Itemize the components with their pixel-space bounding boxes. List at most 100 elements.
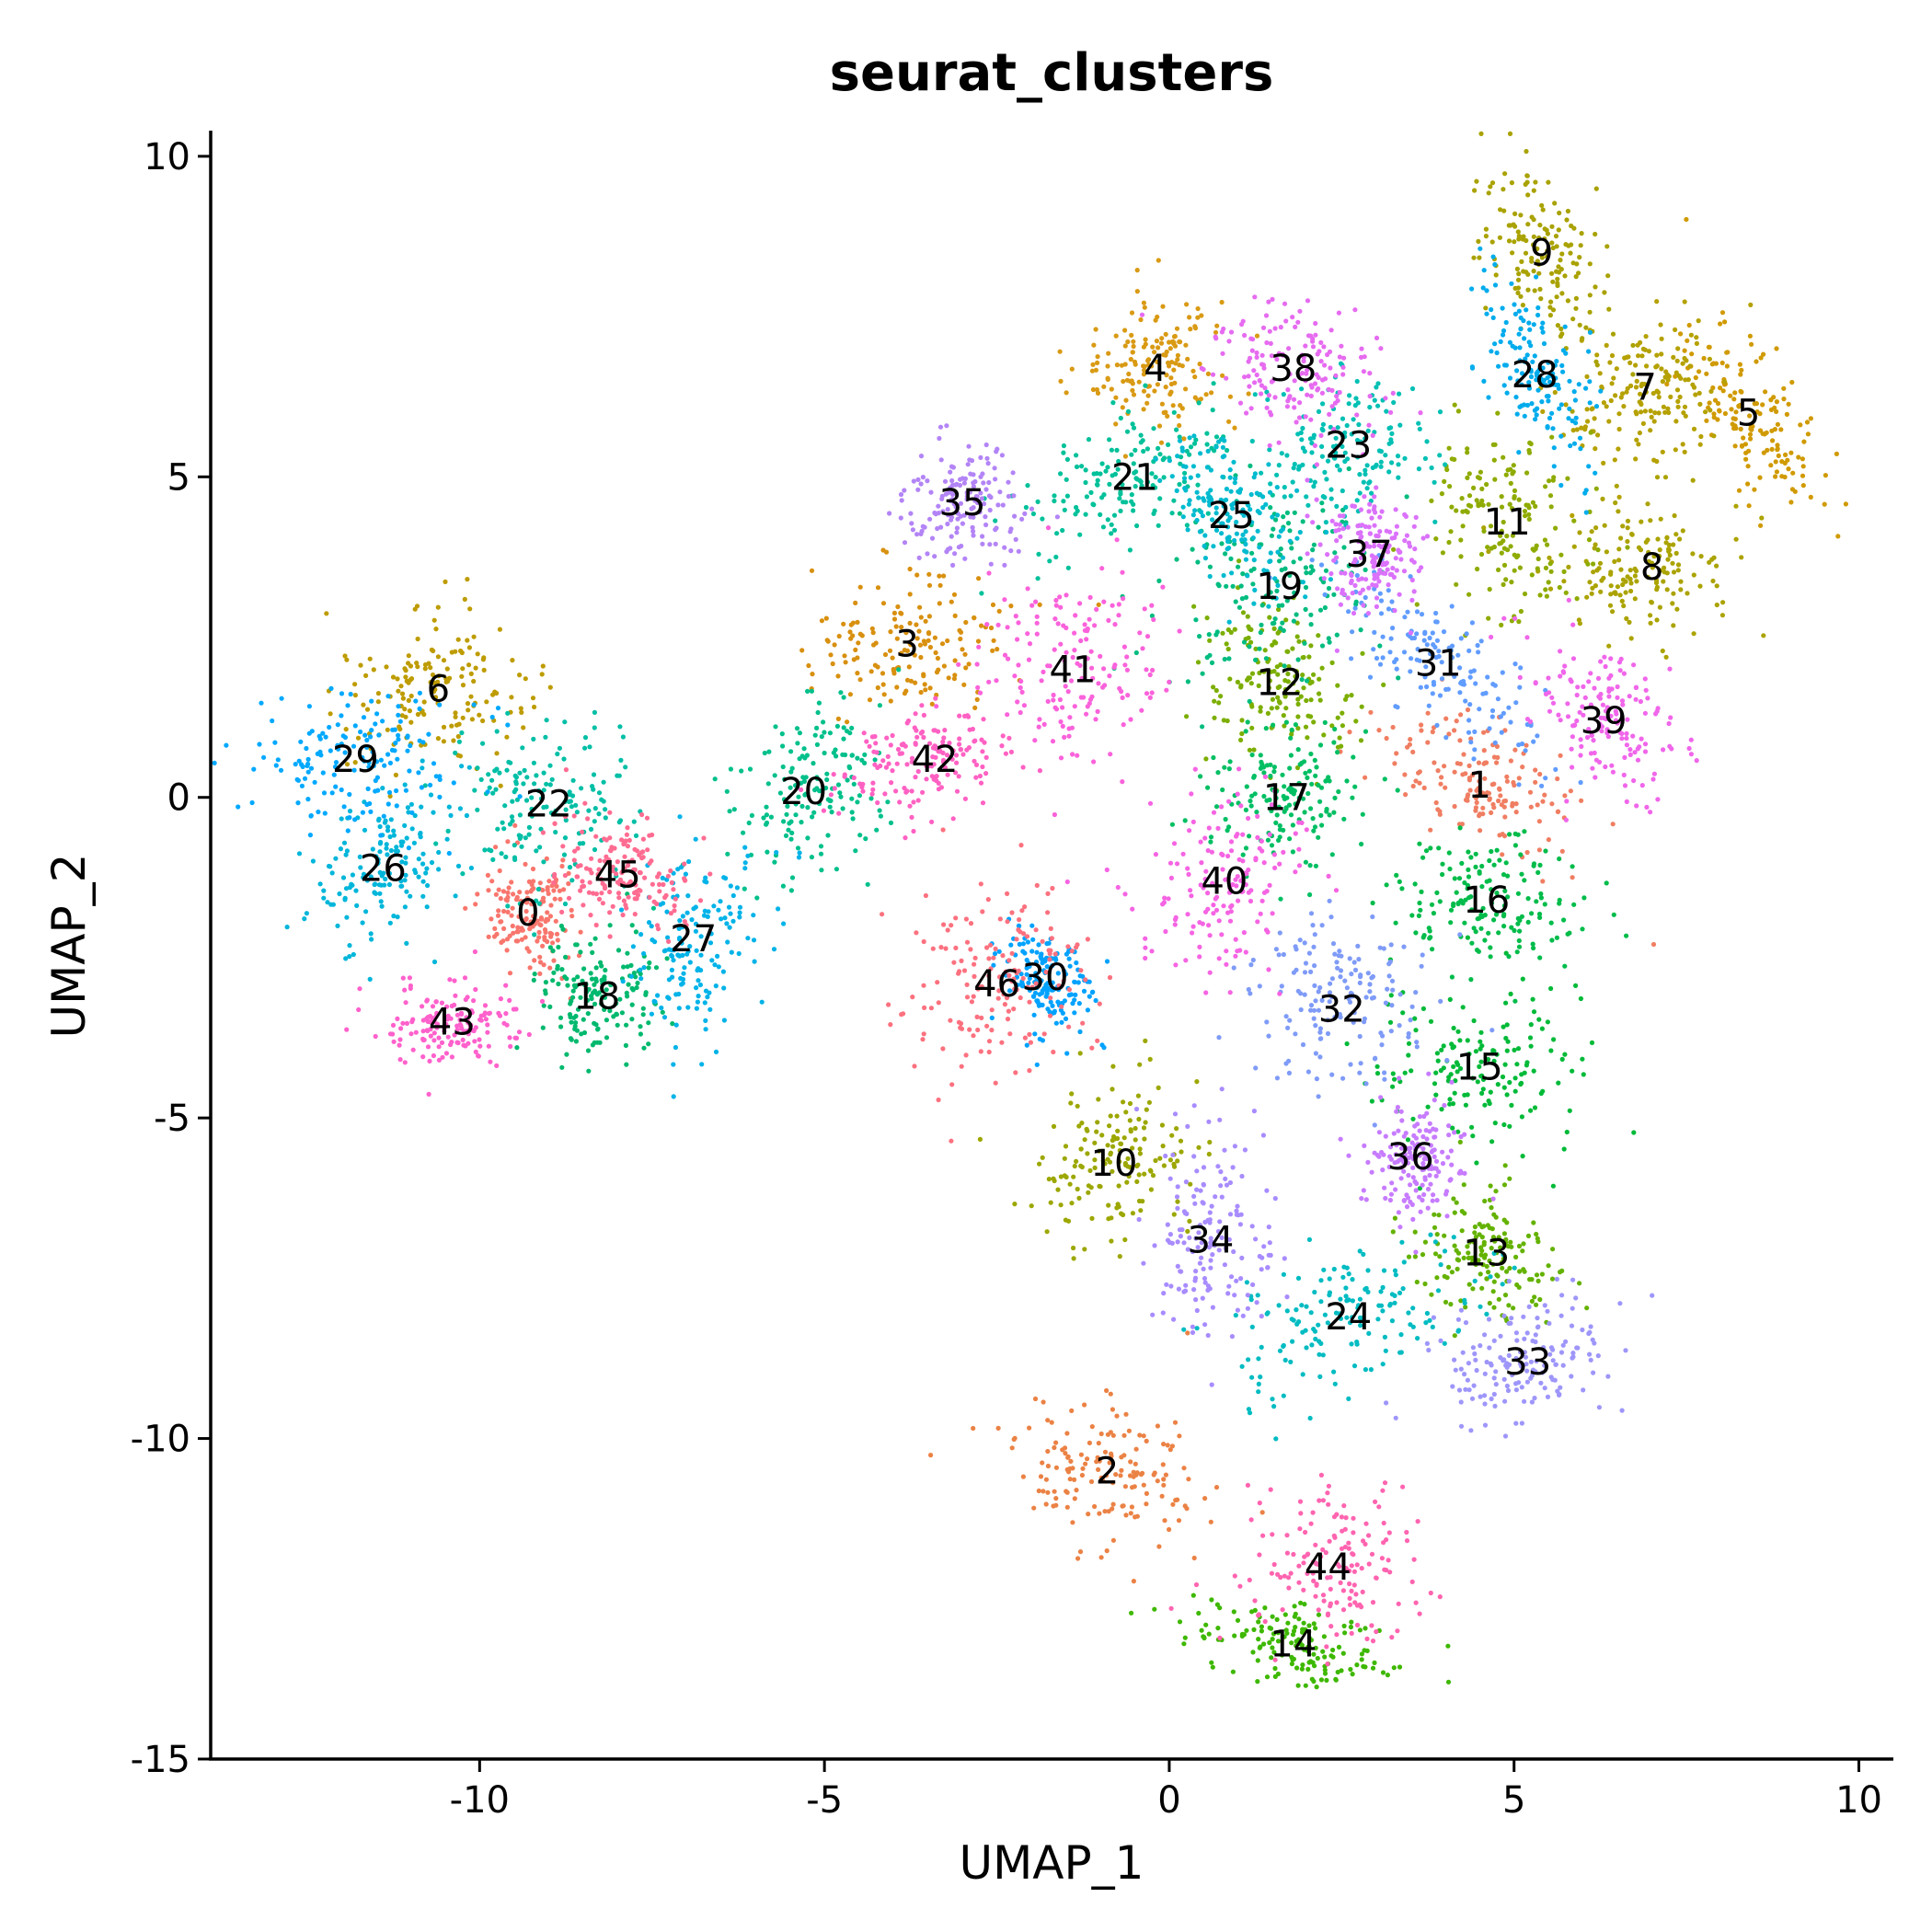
data-point [1057, 349, 1063, 354]
data-point [1736, 488, 1742, 493]
data-point [1095, 1120, 1100, 1125]
data-point [1123, 397, 1129, 403]
data-point [1542, 537, 1547, 543]
data-point [742, 886, 747, 891]
data-point [569, 1019, 574, 1025]
data-point [1490, 315, 1496, 320]
data-point [1186, 501, 1191, 507]
data-point [1657, 604, 1662, 610]
data-point [1105, 363, 1110, 369]
data-point [1454, 508, 1459, 513]
data-point [459, 673, 465, 679]
data-point [1468, 977, 1474, 983]
data-point [365, 786, 371, 792]
data-point [1029, 1203, 1034, 1209]
data-point [1446, 731, 1452, 737]
data-point [1435, 1288, 1442, 1294]
data-point [794, 726, 800, 731]
data-point [665, 995, 671, 1000]
data-point [1455, 1257, 1460, 1262]
data-point [1596, 566, 1602, 571]
data-point [1305, 502, 1311, 508]
data-point [360, 920, 365, 926]
data-point [1416, 466, 1421, 472]
data-point [1452, 1333, 1457, 1339]
data-point [1566, 564, 1571, 570]
data-point [1053, 1502, 1059, 1508]
data-point [1359, 1657, 1364, 1662]
data-point [1416, 420, 1421, 426]
data-point [1161, 352, 1167, 358]
data-point [768, 814, 775, 820]
data-point [1193, 617, 1199, 623]
data-point [1505, 1039, 1511, 1044]
data-point [1589, 529, 1594, 535]
data-point [475, 765, 480, 771]
data-point [926, 630, 932, 636]
data-point [1327, 639, 1332, 645]
data-point [1769, 446, 1775, 452]
data-point [329, 870, 335, 876]
data-point [1633, 385, 1639, 390]
data-point [1372, 1660, 1377, 1665]
data-point [1572, 397, 1578, 403]
data-point [1229, 570, 1235, 576]
data-point [543, 980, 549, 985]
data-point [1088, 1478, 1095, 1485]
data-point [827, 730, 834, 736]
data-point [1738, 372, 1743, 377]
data-point [1052, 1444, 1057, 1451]
data-point [1488, 1274, 1493, 1280]
data-point [1245, 573, 1250, 579]
data-point [1389, 431, 1395, 436]
data-point [1040, 1155, 1045, 1160]
data-point [1540, 320, 1546, 326]
data-point [558, 896, 563, 903]
data-point [1432, 479, 1437, 485]
data-point [1486, 395, 1491, 400]
data-point [1564, 1129, 1570, 1135]
data-point [1357, 472, 1363, 477]
data-point [788, 836, 794, 842]
data-point [501, 908, 507, 914]
data-point [1215, 770, 1221, 776]
data-point [1454, 1200, 1459, 1205]
data-point [1585, 419, 1591, 424]
data-point [1069, 366, 1075, 372]
data-point [841, 736, 846, 742]
data-point [420, 851, 426, 857]
data-point [781, 819, 787, 824]
data-point [1501, 1256, 1506, 1261]
data-point [1711, 433, 1717, 439]
data-point [1294, 669, 1299, 674]
data-point [541, 1003, 546, 1008]
data-point [415, 664, 420, 670]
data-point [1187, 315, 1192, 320]
data-point [1213, 1485, 1220, 1490]
data-point [494, 766, 500, 772]
data-point [1137, 1151, 1143, 1156]
data-point [513, 779, 519, 785]
data-point [957, 627, 962, 633]
data-point [1385, 1673, 1390, 1678]
data-point [1517, 565, 1523, 570]
data-point [1316, 408, 1322, 414]
data-point [1451, 1235, 1456, 1240]
data-point [1654, 458, 1660, 465]
data-point [1302, 1602, 1307, 1607]
data-point [1187, 452, 1192, 457]
data-point [1551, 445, 1557, 451]
data-point [1587, 379, 1593, 385]
data-point [1357, 490, 1363, 496]
data-point [869, 626, 875, 631]
data-point [1380, 1308, 1386, 1314]
data-point [1333, 1677, 1339, 1683]
data-point [421, 699, 427, 705]
data-point [1268, 550, 1273, 556]
data-point [1543, 565, 1549, 571]
data-point [534, 848, 539, 854]
data-point [1583, 385, 1589, 391]
data-point [1614, 366, 1619, 372]
data-point [312, 779, 317, 785]
data-point [1658, 322, 1663, 328]
